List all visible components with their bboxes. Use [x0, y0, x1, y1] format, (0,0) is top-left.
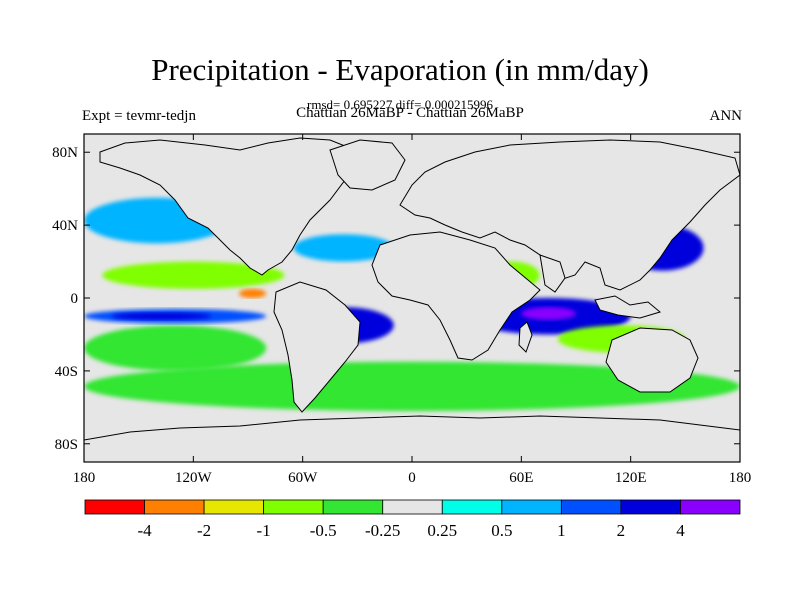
greenland-outline [329, 139, 406, 191]
longitude-axis: 180 120W 60W 0 60E 120E 180 [73, 134, 752, 486]
colorbar-label: 0.5 [491, 521, 512, 540]
madagascar-outline [518, 321, 533, 353]
field-region-pacific-subtropical-dry-south [84, 325, 267, 371]
season-label: ANN [709, 108, 743, 124]
colorbar-swatch [263, 499, 324, 515]
colorbar-label: -1 [257, 521, 271, 540]
colorbar: -4 -2 -1 -0.5 -0.25 0.25 0.5 1 2 4 [84, 499, 741, 540]
rmsd-stats: rmsd= 0.695227 diff= 0.000215996 [307, 97, 493, 112]
south-america-outline [273, 281, 361, 413]
lon-label: 60W [288, 470, 318, 486]
north-america-outline [99, 137, 356, 276]
lat-label: 40S [55, 364, 78, 380]
coastlines [84, 137, 740, 462]
colorbar-swatch [382, 499, 443, 515]
lat-label: 0 [71, 291, 79, 307]
lon-label: 180 [73, 470, 96, 486]
colorbar-swatch [322, 499, 384, 515]
plot-title: Precipitation - Evaporation (in mm/day) [151, 52, 649, 87]
colorbar-swatch [680, 499, 741, 515]
colorbar-swatch [441, 499, 503, 515]
lat-label: 80N [52, 145, 78, 161]
field-region-north-atlantic-wet [293, 234, 394, 262]
lat-label: 80S [55, 437, 78, 453]
lon-label: 60E [509, 470, 533, 486]
period-label: Chattian 26MaBP - Chattian 26MaBP [296, 105, 524, 121]
lat-label: 40N [52, 218, 78, 234]
colorbar-label: -2 [197, 521, 211, 540]
colorbar-label: 0.25 [427, 521, 457, 540]
colorbar-label: -0.25 [365, 521, 400, 540]
colorbar-swatch [203, 499, 265, 515]
africa-outline [371, 231, 541, 361]
colorbar-swatch [144, 499, 205, 515]
colorbar-swatch [620, 499, 681, 515]
colorbar-label: 2 [617, 521, 626, 540]
colorbar-swatch [560, 499, 622, 515]
lon-label: 180 [729, 470, 752, 486]
latitude-axis: 80N 40N 0 40S 80S [52, 145, 740, 453]
antarctica-outline [84, 415, 740, 462]
lon-label: 120W [175, 470, 213, 486]
colorbar-label: 4 [676, 521, 685, 540]
australia-outline [605, 327, 699, 393]
field-region-caribbean-dry-core [238, 288, 267, 299]
colorbar-swatch [501, 499, 562, 515]
lon-label: 0 [408, 470, 416, 486]
colorbar-label: 1 [557, 521, 566, 540]
india-outline [539, 254, 566, 293]
field-region-southern-storm-track [84, 361, 740, 411]
lon-label: 120E [615, 470, 647, 486]
field-region-indian-ocean-core [521, 307, 577, 320]
eurasia-outline [399, 139, 740, 291]
experiment-label: Expt = tevmr-tedjn [82, 108, 196, 124]
field-region-pacific-itcz-core [111, 312, 212, 320]
colorbar-swatch [84, 499, 145, 515]
field-region-north-subtropical-dry [102, 261, 285, 289]
colorbar-label: -4 [137, 521, 152, 540]
indonesia-outline [594, 295, 662, 319]
colorbar-label: -0.5 [310, 521, 337, 540]
